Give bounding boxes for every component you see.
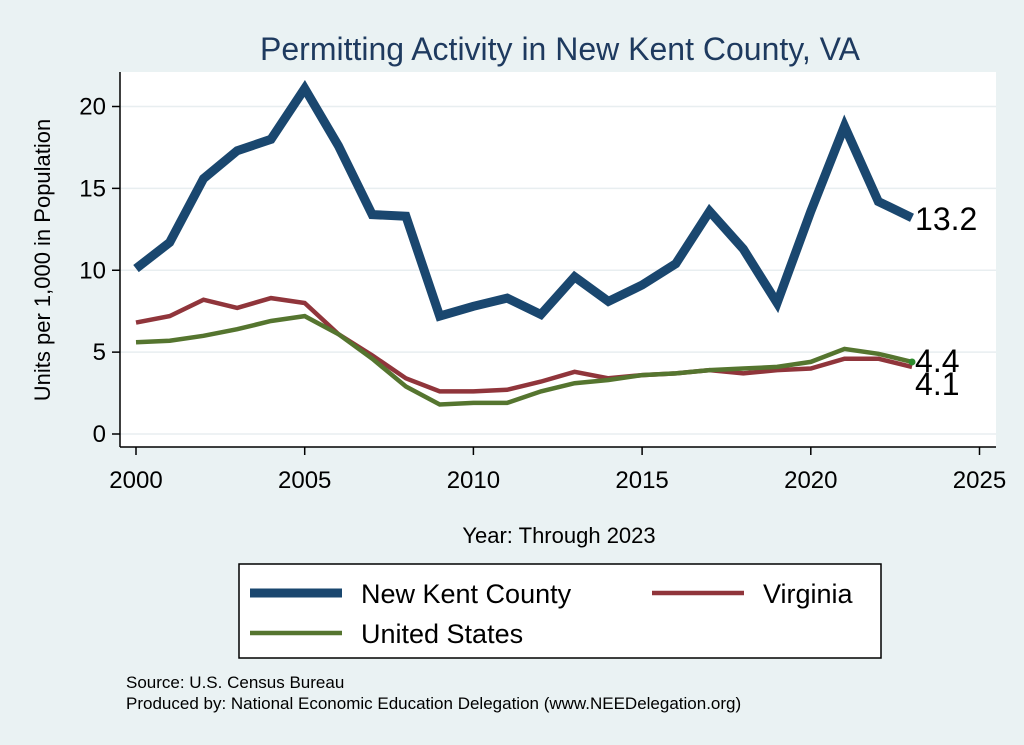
series-lines (133, 80, 916, 407)
y-tick-label: 5 (93, 339, 106, 366)
legend-label-united-states: United States (361, 619, 523, 649)
x-axis-label: Year: Through 2023 (462, 523, 655, 548)
y-tick-label: 10 (79, 257, 106, 284)
axes (119, 72, 996, 448)
legend: New Kent County Virginia United States (250, 579, 854, 649)
x-tick-label: 2010 (447, 467, 500, 494)
producer-note: Produced by: National Economic Education… (126, 694, 741, 713)
series-end-point (908, 358, 916, 366)
x-tick-label: 2020 (784, 467, 837, 494)
x-tick-label: 2025 (953, 467, 1006, 494)
series-line-new-kent-county (133, 80, 914, 322)
legend-label-new-kent-county: New Kent County (361, 579, 572, 609)
x-tick-label: 2015 (615, 467, 668, 494)
legend-label-virginia: Virginia (763, 579, 854, 609)
end-label: 4.4 (915, 343, 959, 379)
end-label: 13.2 (915, 201, 977, 237)
x-tick-label: 2000 (109, 467, 162, 494)
legend-box (238, 563, 882, 659)
source-note: Source: U.S. Census Bureau (126, 673, 344, 692)
y-tick-label: 0 (93, 421, 106, 448)
gridlines (120, 105, 996, 435)
series-line-virginia (135, 295, 913, 394)
y-axis-ticks: 0 5 10 15 20 (79, 94, 120, 448)
end-labels: 13.2 4.14.4 (915, 201, 977, 402)
x-tick-label: 2005 (278, 467, 331, 494)
x-axis-ticks: 2000 2005 2010 2015 2020 2025 (109, 447, 1006, 494)
plot-area (120, 72, 996, 447)
end-label: 4.1 (915, 366, 959, 402)
series-line-united-states (135, 313, 913, 407)
y-axis-label: Units per 1,000 in Population (30, 119, 55, 402)
y-tick-label: 15 (79, 175, 106, 202)
chart-title: Permitting Activity in New Kent County, … (260, 31, 861, 67)
y-tick-label: 20 (79, 94, 106, 121)
